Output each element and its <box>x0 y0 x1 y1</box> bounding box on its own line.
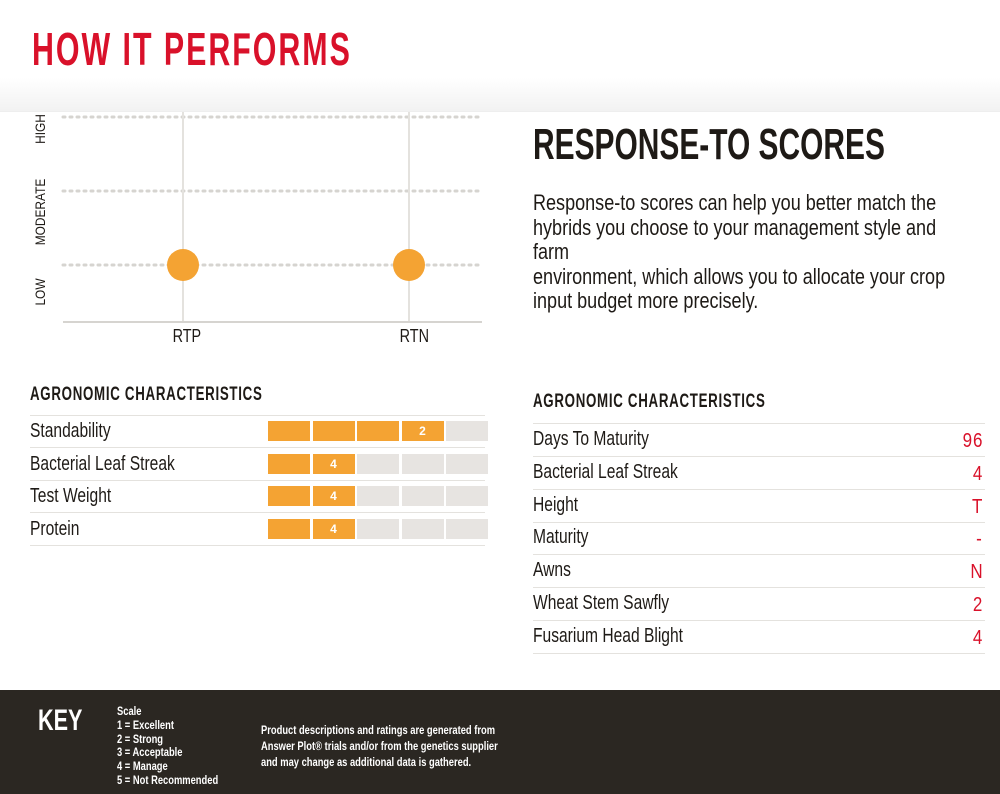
rating-segment <box>446 421 488 441</box>
characteristic-value: 4 <box>972 462 983 485</box>
rating-bar: 2 <box>268 421 490 441</box>
description-line: environment, which allows you to allocat… <box>533 263 946 289</box>
rating-segment <box>446 518 488 539</box>
rating-segment <box>357 518 399 539</box>
rating-segment: 2 <box>401 421 444 441</box>
description-line: input budget more precisely. <box>533 288 759 313</box>
rating-segment <box>268 518 310 539</box>
characteristic-name: Standability <box>30 420 111 442</box>
rating-segment <box>401 453 444 474</box>
response-scores-title: RESPONSE-TO SCORES <box>533 120 885 169</box>
rating-score: 4 <box>330 456 337 471</box>
data-point-rtp <box>167 249 199 281</box>
rating-segment <box>401 518 444 539</box>
rating-segment <box>268 486 310 506</box>
rating-score: 2 <box>419 424 426 438</box>
agronomic-row: Bacterial Leaf Streak 4 <box>30 449 488 481</box>
rating-bar: 4 <box>268 453 490 474</box>
agronomic-row: Fusarium Head Blight 4 <box>533 621 985 654</box>
y-label-moderate: MODERATE <box>32 178 48 246</box>
scale-line: 3 = Acceptable <box>117 745 183 760</box>
description-line: hybrids you choose to your management st… <box>533 214 937 264</box>
y-label-high: HIGH <box>32 114 48 144</box>
key-scale: Scale 1 = Excellent 2 = Strong 3 = Accep… <box>117 704 247 788</box>
scale-line: 5 = Not Recommended <box>117 772 219 787</box>
characteristic-name: Bacterial Leaf Streak <box>533 460 678 483</box>
rating-segment <box>357 421 399 441</box>
rating-segment <box>268 453 310 474</box>
rating-segment <box>401 486 444 506</box>
agronomic-row: Standability 2 <box>30 416 488 448</box>
agronomic-heading-left: AGRONOMIC CHARACTERISTICS <box>30 384 263 405</box>
characteristic-value: - <box>976 528 983 551</box>
rating-segment <box>446 486 488 506</box>
agronomic-row: Protein 4 <box>30 514 488 546</box>
response-to-chart: HIGH MODERATE LOW RTP RTN <box>0 112 500 362</box>
agronomic-row: Wheat Stem Sawfly 2 <box>533 588 985 621</box>
key-footer: KEY Scale 1 = Excellent 2 = Strong 3 = A… <box>0 690 1000 794</box>
rating-segment: 4 <box>312 453 355 474</box>
characteristic-name: Height <box>533 493 579 516</box>
characteristic-name: Bacterial Leaf Streak <box>30 452 175 475</box>
rating-bar: 4 <box>268 518 490 539</box>
disclaimer: Product descriptions and ratings are gen… <box>261 722 591 770</box>
x-tick-label-rtp: RTP <box>172 326 202 346</box>
characteristic-name: Protein <box>30 517 80 540</box>
rating-segment <box>268 421 310 441</box>
disclaimer-line: Product descriptions and ratings are gen… <box>261 723 496 737</box>
characteristic-name: Test Weight <box>30 485 112 507</box>
page-header: HOW IT PERFORMS <box>0 0 1000 112</box>
rating-segment <box>357 453 399 474</box>
section-divider <box>30 415 485 416</box>
rating-bar: 4 <box>268 486 490 506</box>
scale-line: 1 = Excellent <box>117 717 174 732</box>
characteristic-name: Maturity <box>533 526 589 549</box>
rating-segment <box>446 453 488 474</box>
data-point-rtn <box>393 249 425 281</box>
characteristic-name: Awns <box>533 559 571 582</box>
agronomic-row: Test Weight 4 <box>30 481 488 513</box>
agronomic-heading-right: AGRONOMIC CHARACTERISTICS <box>533 391 766 412</box>
characteristic-value: 96 <box>962 430 983 452</box>
rating-segment: 4 <box>312 486 355 506</box>
key-title: KEY <box>38 704 83 737</box>
characteristic-value: 4 <box>972 626 983 649</box>
page-title: HOW IT PERFORMS <box>32 23 352 75</box>
characteristic-value: 2 <box>972 594 983 616</box>
agronomic-row: Days To Maturity 96 <box>533 424 985 457</box>
description-line: Response-to scores can help you better m… <box>533 190 937 215</box>
agronomic-row: Bacterial Leaf Streak 4 <box>533 457 985 490</box>
agronomic-row: Awns N <box>533 555 985 589</box>
scale-line: 2 = Strong <box>117 731 164 746</box>
x-tick-label-rtn: RTN <box>399 326 430 346</box>
characteristic-name: Wheat Stem Sawfly <box>533 592 670 614</box>
characteristic-name: Days To Maturity <box>533 428 649 450</box>
response-scores-description: Response-to scores can help you better m… <box>533 190 959 314</box>
characteristic-value: T <box>971 495 983 518</box>
characteristic-value: N <box>969 561 983 584</box>
rating-segment: 4 <box>312 518 355 539</box>
section-divider <box>533 423 985 424</box>
rating-score: 4 <box>330 489 337 503</box>
disclaimer-line: Answer Plot® trials and/or from the gene… <box>261 739 498 753</box>
scale-line: 4 = Manage <box>117 759 168 774</box>
scale-line: Scale <box>117 704 142 718</box>
response-chart-svg <box>61 112 484 323</box>
disclaimer-line: and may change as additional data is gat… <box>261 755 472 769</box>
characteristic-name: Fusarium Head Blight <box>533 624 684 647</box>
agronomic-row: Height T <box>533 490 985 523</box>
y-label-low: LOW <box>32 278 48 306</box>
rating-score: 4 <box>330 521 337 536</box>
rating-segment <box>312 421 355 441</box>
agronomic-row: Maturity - <box>533 522 985 556</box>
rating-segment <box>357 486 399 506</box>
